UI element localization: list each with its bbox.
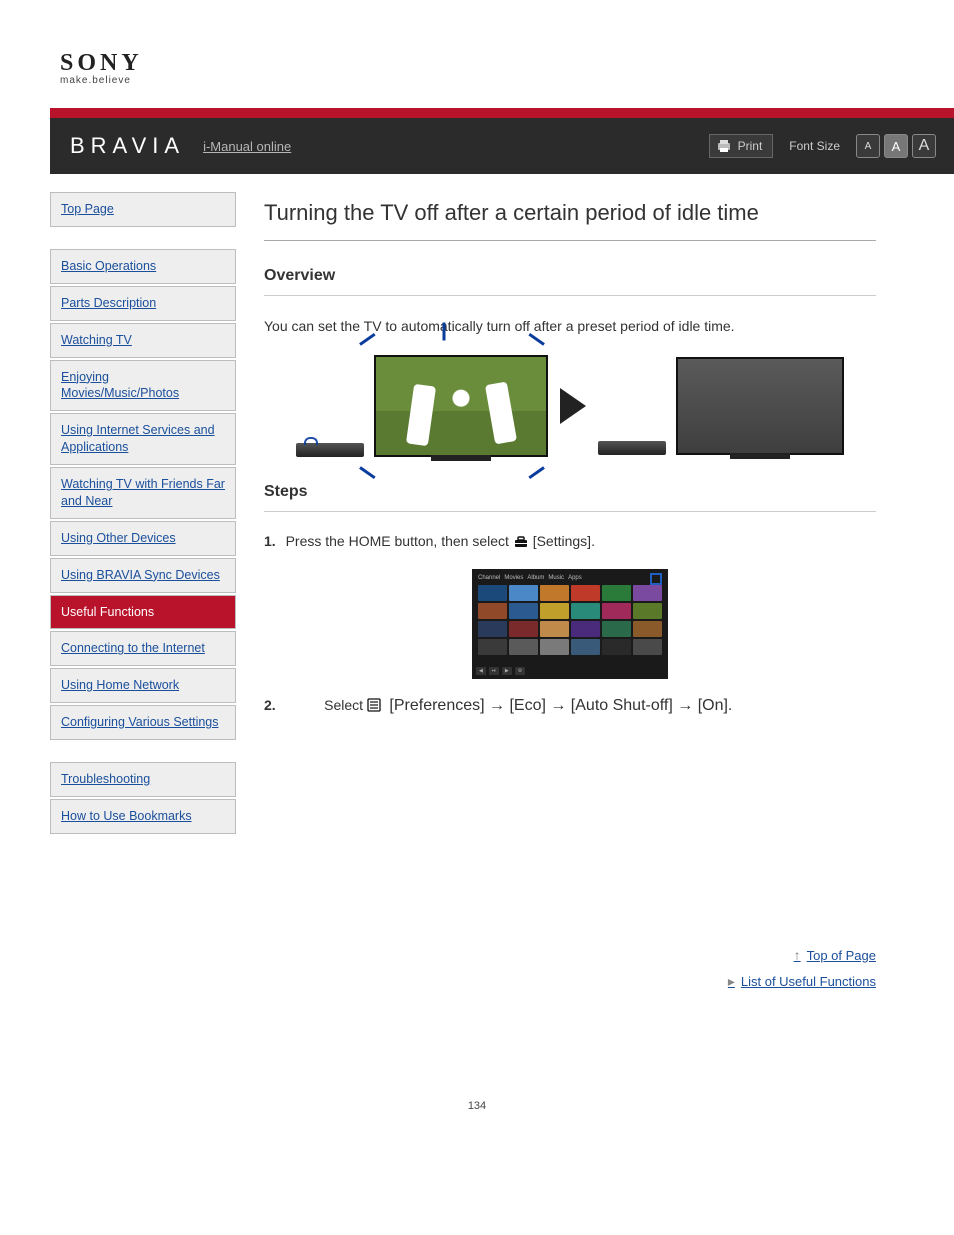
step-1-text-b: [Settings].: [533, 533, 595, 549]
home-menu-tile: [633, 621, 662, 637]
sidebar-item[interactable]: Using Other Devices: [50, 521, 236, 556]
font-size-group: A A A: [856, 134, 936, 158]
overview-illustration: [264, 355, 876, 457]
arrow-right-icon: [560, 388, 586, 424]
sidebar: Top Page Basic OperationsParts Descripti…: [50, 192, 236, 856]
caret-right-icon: ▸: [728, 973, 735, 990]
step-1: 1. Press the HOME button, then select [S…: [264, 530, 876, 555]
sidebar-item[interactable]: Configuring Various Settings: [50, 705, 236, 740]
home-menu-screenshot: ChannelMoviesAlbumMusicApps ◀⏯▶⚙: [472, 569, 668, 679]
home-menu-tile: [571, 603, 600, 619]
home-menu-tile: [540, 621, 569, 637]
sidebar-item[interactable]: Watching TV with Friends Far and Near: [50, 467, 236, 519]
home-menu-tile: [540, 639, 569, 655]
sony-logo: SONY: [60, 50, 954, 77]
home-menu-tile: [540, 585, 569, 601]
sidebar-item[interactable]: Watching TV: [50, 323, 236, 358]
settop-box-on-icon: [296, 443, 364, 457]
sony-tagline: make.believe: [60, 75, 954, 86]
useful-functions-list-label: List of Useful Functions: [741, 974, 876, 989]
page-title: Turning the TV off after a certain perio…: [264, 192, 876, 241]
home-menu-tile: [540, 603, 569, 619]
settop-box-off-icon: [598, 441, 666, 455]
font-medium-button[interactable]: A: [884, 134, 908, 158]
home-menu-tile: [633, 603, 662, 619]
home-menu-highlight: [650, 573, 662, 585]
arrow-up-icon: ↑: [794, 947, 801, 963]
sidebar-item[interactable]: Basic Operations: [50, 249, 236, 284]
step-1-number: 1.: [264, 533, 276, 549]
sidebar-item[interactable]: Using Internet Services and Applications: [50, 413, 236, 465]
overview-heading: Overview: [264, 267, 876, 296]
print-label: Print: [738, 139, 763, 153]
sidebar-item[interactable]: Connecting to the Internet: [50, 631, 236, 666]
home-menu-tile: [633, 639, 662, 655]
main-content: Turning the TV off after a certain perio…: [264, 192, 904, 1000]
home-menu-tile: [571, 621, 600, 637]
steps-heading: Steps: [264, 483, 876, 512]
sidebar-item[interactable]: Useful Functions: [50, 595, 236, 630]
home-menu-tile: [633, 585, 662, 601]
useful-functions-list-link[interactable]: ▸ List of Useful Functions: [728, 973, 876, 990]
tv-on-icon: [374, 355, 548, 457]
settings-toolbox-icon: [513, 533, 529, 555]
step-2: 2. Select [Preferences] → [Eco] → [Auto …: [324, 697, 876, 717]
title-bar: BRAVIA i-Manual online Print Font Size A…: [50, 118, 954, 174]
top-of-page-label: Top of Page: [807, 948, 876, 963]
step-2-text-a: Select: [324, 697, 367, 713]
tv-off-icon: [676, 357, 844, 455]
step-2-number: 2.: [264, 697, 276, 713]
sidebar-item[interactable]: How to Use Bookmarks: [50, 799, 236, 834]
font-small-button[interactable]: A: [856, 134, 880, 158]
page-number: 134: [0, 1100, 954, 1112]
home-menu-tile: [478, 603, 507, 619]
home-menu-tile: [602, 603, 631, 619]
top-of-page-link[interactable]: ↑ Top of Page: [794, 947, 876, 963]
home-menu-tile: [509, 621, 538, 637]
sidebar-item[interactable]: Using Home Network: [50, 668, 236, 703]
sidebar-item[interactable]: Enjoying Movies/Music/Photos: [50, 360, 236, 412]
preferences-list-icon: [367, 698, 381, 717]
step-1-text-a: Press the HOME button, then select: [286, 533, 513, 549]
accent-bar: [50, 108, 954, 118]
print-icon: [716, 139, 732, 153]
home-menu-tile: [509, 603, 538, 619]
product-name: BRAVIA: [70, 133, 185, 159]
home-menu-tile: [509, 639, 538, 655]
sidebar-item[interactable]: Using BRAVIA Sync Devices: [50, 558, 236, 593]
home-menu-tile: [478, 621, 507, 637]
overview-text: You can set the TV to automatically turn…: [264, 316, 876, 337]
home-menu-tile: [478, 639, 507, 655]
iguide-link[interactable]: i-Manual online: [203, 139, 291, 154]
sidebar-item[interactable]: Top Page: [50, 192, 236, 227]
font-large-button[interactable]: A: [912, 134, 936, 158]
home-menu-tile: [478, 585, 507, 601]
page-links: ↑ Top of Page ▸ List of Useful Functions: [264, 947, 876, 1000]
sidebar-item[interactable]: Parts Description: [50, 286, 236, 321]
home-menu-figure: ChannelMoviesAlbumMusicApps ◀⏯▶⚙: [264, 569, 876, 679]
home-menu-tile: [571, 639, 600, 655]
print-button[interactable]: Print: [709, 134, 774, 158]
home-menu-tile: [571, 585, 600, 601]
home-menu-tile: [602, 621, 631, 637]
home-menu-tile: [602, 639, 631, 655]
sidebar-item[interactable]: Troubleshooting: [50, 762, 236, 797]
font-size-label: Font Size: [789, 139, 840, 153]
home-menu-tile: [509, 585, 538, 601]
home-menu-tile: [602, 585, 631, 601]
step-2-text-b: [Preferences] → [Eco] → [Auto Shut-off] …: [389, 697, 732, 714]
